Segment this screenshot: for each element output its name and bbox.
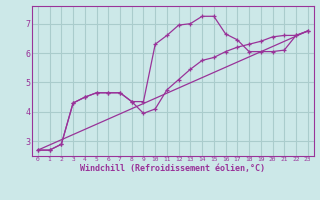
X-axis label: Windchill (Refroidissement éolien,°C): Windchill (Refroidissement éolien,°C) [80,164,265,173]
